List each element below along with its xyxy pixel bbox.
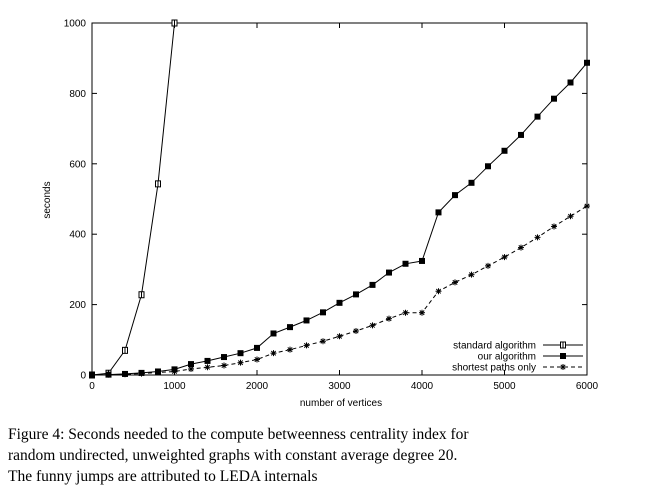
data-point	[287, 324, 293, 331]
series-1	[89, 59, 590, 378]
caption-line-2: random undirected, unweighted graphs wit…	[8, 447, 458, 464]
data-point	[452, 192, 458, 199]
data-point	[237, 350, 244, 357]
data-point	[336, 333, 343, 340]
y-tick-label: 1000	[64, 19, 87, 30]
data-point	[155, 369, 161, 376]
x-tick-label: 3000	[328, 381, 351, 392]
series-line	[91, 62, 588, 376]
y-tick-label: 400	[69, 230, 86, 241]
x-tick-label: 5000	[493, 381, 516, 392]
data-point	[567, 213, 574, 220]
data-point	[138, 370, 145, 377]
y-tick-label: 0	[80, 371, 86, 382]
data-point	[138, 291, 145, 299]
data-point	[369, 281, 376, 288]
data-point	[155, 180, 161, 188]
data-point	[353, 291, 359, 298]
data-point	[171, 368, 178, 375]
y-tick-label: 800	[69, 89, 86, 100]
y-tick-label: 600	[69, 159, 86, 170]
data-point	[221, 362, 227, 369]
data-point	[353, 328, 359, 334]
data-point	[386, 269, 392, 276]
data-point	[402, 260, 409, 267]
caption-line-3: The funny jumps are attributed to LEDA i…	[8, 468, 318, 485]
figure-caption: Figure 4: Seconds needed to the compute …	[8, 424, 644, 487]
data-point	[386, 315, 392, 322]
legend-label: shortest paths only	[452, 363, 536, 374]
data-point	[303, 317, 310, 324]
x-tick-label: 0	[89, 381, 95, 392]
x-axis: 0 1000 2000 3000 4000 5000 6000	[89, 23, 599, 392]
data-point	[551, 95, 557, 102]
x-tick-label: 6000	[576, 381, 599, 392]
data-point	[419, 309, 425, 316]
data-point	[122, 346, 128, 354]
x-tick-label: 1000	[163, 381, 186, 392]
data-point	[287, 346, 293, 353]
legend-label: our algorithm	[478, 352, 536, 363]
data-point	[485, 163, 491, 170]
data-point	[534, 234, 541, 241]
data-point	[237, 359, 244, 366]
data-point	[303, 342, 310, 349]
data-point	[485, 262, 491, 269]
data-point	[452, 279, 458, 286]
y-axis: 0 200 400 600 800 1000	[64, 19, 587, 382]
data-point	[501, 147, 508, 154]
data-point	[254, 356, 260, 363]
data-point	[584, 59, 590, 66]
series-layer	[89, 19, 590, 379]
y-tick-label: 200	[69, 300, 86, 311]
data-point	[320, 338, 326, 345]
x-tick-label: 4000	[411, 381, 434, 392]
data-point	[369, 322, 376, 329]
series-2	[89, 203, 590, 378]
data-point	[204, 364, 211, 371]
plot-frame	[91, 22, 588, 376]
data-point	[320, 309, 326, 316]
data-point	[534, 113, 541, 120]
data-point	[254, 344, 260, 351]
data-point	[270, 350, 277, 357]
data-point	[518, 131, 524, 138]
series-0	[89, 19, 178, 379]
data-point	[188, 366, 194, 373]
series-line	[91, 22, 175, 376]
data-point	[551, 223, 557, 230]
data-point	[468, 179, 475, 186]
data-point	[188, 361, 194, 368]
data-point	[435, 288, 442, 295]
legend-marker	[560, 341, 566, 349]
data-point	[89, 372, 95, 378]
x-axis-title: number of vertices	[300, 398, 382, 409]
data-point	[171, 19, 178, 27]
y-axis-title: seconds	[42, 181, 53, 218]
plot-border	[91, 22, 588, 376]
data-point	[105, 371, 112, 378]
data-point	[204, 357, 211, 364]
legend-marker	[560, 364, 566, 370]
data-point	[435, 209, 442, 216]
data-point	[584, 203, 590, 210]
x-tick-label: 2000	[246, 381, 269, 392]
data-point	[567, 79, 574, 86]
data-point	[270, 330, 277, 337]
data-point	[402, 309, 409, 316]
data-point	[501, 254, 508, 261]
data-point	[122, 371, 128, 378]
data-point	[518, 244, 524, 251]
data-point	[468, 271, 475, 278]
data-point	[419, 257, 425, 264]
legend-label: standard algorithm	[453, 341, 536, 352]
line-chart: 0 1000 2000 3000 4000 5000 6000 0 200 400 600 800 1…	[42, 19, 599, 410]
legend-marker	[560, 353, 566, 359]
data-point	[221, 354, 227, 361]
data-point	[336, 299, 343, 306]
caption-line-1: Figure 4: Seconds needed to the compute …	[8, 426, 469, 443]
